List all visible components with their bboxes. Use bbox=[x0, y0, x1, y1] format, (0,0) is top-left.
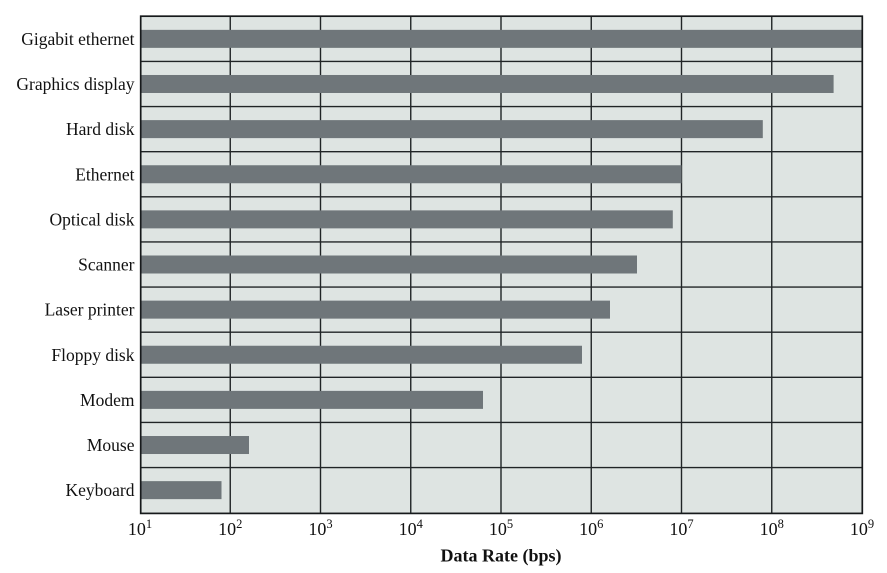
svg-text:106: 106 bbox=[579, 517, 603, 539]
svg-text:107: 107 bbox=[669, 517, 693, 539]
svg-text:Laser printer: Laser printer bbox=[45, 300, 135, 320]
svg-text:101: 101 bbox=[128, 517, 152, 539]
svg-text:108: 108 bbox=[760, 517, 784, 539]
svg-text:Gigabit ethernet: Gigabit ethernet bbox=[21, 29, 134, 49]
svg-text:102: 102 bbox=[218, 517, 242, 539]
svg-text:Modem: Modem bbox=[80, 390, 135, 410]
svg-text:Ethernet: Ethernet bbox=[75, 164, 134, 184]
svg-text:Mouse: Mouse bbox=[87, 435, 135, 455]
svg-text:Hard disk: Hard disk bbox=[66, 119, 135, 139]
svg-text:Optical disk: Optical disk bbox=[49, 209, 134, 229]
svg-text:Keyboard: Keyboard bbox=[65, 480, 134, 500]
svg-text:105: 105 bbox=[489, 517, 513, 539]
svg-text:104: 104 bbox=[399, 517, 424, 539]
svg-text:Graphics display: Graphics display bbox=[16, 74, 134, 94]
svg-text:Floppy disk: Floppy disk bbox=[51, 345, 134, 365]
svg-text:Data Rate (bps): Data Rate (bps) bbox=[441, 546, 562, 567]
svg-text:109: 109 bbox=[850, 517, 874, 539]
svg-text:103: 103 bbox=[308, 517, 332, 539]
svg-text:Scanner: Scanner bbox=[78, 255, 135, 275]
